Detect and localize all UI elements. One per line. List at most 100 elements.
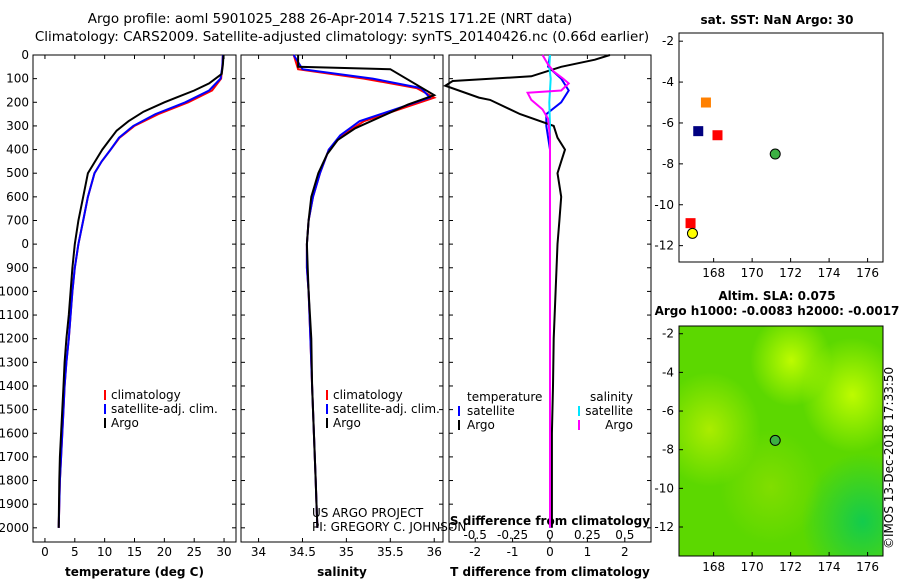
legend-title: temperature bbox=[467, 390, 542, 404]
x-tick-label: 176 bbox=[856, 560, 879, 574]
sla-field-patch bbox=[679, 326, 883, 556]
climatology-marker bbox=[712, 130, 723, 141]
y-tick-label: -4 bbox=[662, 365, 674, 379]
y-tick-label: -12 bbox=[654, 239, 674, 253]
x-tick-label: 34.5 bbox=[289, 545, 316, 559]
x-axis-label: temperature (deg C) bbox=[65, 565, 204, 579]
y-tick-label: 600 bbox=[6, 190, 29, 204]
figure-title-line2: Climatology: CARS2009. Satellite-adjuste… bbox=[35, 29, 649, 45]
y-tick-label: -10 bbox=[654, 481, 674, 495]
salinity-panel: 34 34.5 35 35.5 36 salinity climatologysatelli… bbox=[240, 54, 444, 579]
legend-label: climatology bbox=[333, 388, 403, 402]
map-title-line1: Altim. SLA: 0.075 bbox=[718, 289, 835, 303]
x-tick-label: 0 bbox=[546, 545, 554, 559]
y-tick-label: 1000 bbox=[0, 284, 29, 298]
x-tick-label: 10 bbox=[97, 545, 112, 559]
x-tick-label: 5 bbox=[71, 545, 79, 559]
x-tick-label: 176 bbox=[856, 266, 879, 280]
climatology-marker bbox=[700, 97, 711, 108]
x-tick-label: 170 bbox=[741, 560, 764, 574]
map-frame bbox=[678, 32, 884, 263]
y-tick-label: 300 bbox=[6, 119, 29, 133]
y-tick-label: 500 bbox=[6, 166, 29, 180]
temperature-panel: 0100200300400500600700090010001100120013… bbox=[0, 48, 237, 579]
x-tick-label: 172 bbox=[779, 560, 802, 574]
legend-label: satellite bbox=[467, 404, 515, 418]
x-tick-label: 15 bbox=[127, 545, 142, 559]
y-tick-label: 2000 bbox=[0, 521, 29, 535]
x-tick-label: 174 bbox=[818, 266, 841, 280]
y-tick-label: -2 bbox=[662, 34, 674, 48]
plot-frame bbox=[32, 54, 237, 543]
x-tick-label: 168 bbox=[702, 560, 725, 574]
x-tick-label: -2 bbox=[469, 545, 481, 559]
legend-label: satellite bbox=[585, 404, 633, 418]
figure-title-line1: Argo profile: aoml 5901025_288 26-Apr-20… bbox=[88, 11, 573, 27]
sla-map-panel: 168 170 172 174 176 -2 -4 -6 -8 -10 -12 Altim. SLA:… bbox=[654, 289, 899, 574]
x-tick-label: 0 bbox=[41, 545, 49, 559]
y-tick-label: 0 bbox=[21, 237, 29, 251]
location-marker bbox=[769, 148, 781, 160]
series-line bbox=[526, 54, 571, 528]
x-tick-label: 170 bbox=[741, 266, 764, 280]
difference-panel: -2 -1 0 1 2 T difference from climatology -0.5… bbox=[443, 54, 652, 579]
plot-frame bbox=[240, 54, 444, 543]
location-marker bbox=[769, 434, 781, 446]
y-tick-label: -8 bbox=[662, 443, 674, 457]
x-tick-label: 35 bbox=[339, 545, 354, 559]
y-tick-label: 200 bbox=[6, 95, 29, 109]
x-tick-label: 34 bbox=[251, 545, 266, 559]
y-tick-label: -4 bbox=[662, 75, 674, 89]
legend-label: satellite-adj. clim. bbox=[111, 402, 218, 416]
x-tick-label: 20 bbox=[157, 545, 172, 559]
legend-label: Argo bbox=[111, 416, 139, 430]
x-tick-label: 174 bbox=[818, 560, 841, 574]
y-tick-label: 1400 bbox=[0, 379, 29, 393]
y-tick-label: 1200 bbox=[0, 332, 29, 346]
climatology-marker bbox=[685, 218, 696, 229]
y-tick-label: 1700 bbox=[0, 450, 29, 464]
legend-label: Argo bbox=[605, 418, 633, 432]
map-title: sat. SST: NaN Argo: 30 bbox=[700, 13, 853, 27]
y-tick-label: -2 bbox=[662, 327, 674, 341]
y-tick-label: 900 bbox=[6, 261, 29, 275]
legend-label: Argo bbox=[333, 416, 361, 430]
series-line bbox=[57, 54, 225, 528]
top-x-tick-label: -0.5 bbox=[463, 528, 486, 542]
y-tick-label: 400 bbox=[6, 143, 29, 157]
y-tick-label: 0 bbox=[21, 48, 29, 62]
top-x-tick-label: 0 bbox=[546, 528, 554, 542]
y-tick-label: 1300 bbox=[0, 355, 29, 369]
pi-note: PI: GREGORY C. JOHNSON bbox=[312, 520, 466, 534]
y-tick-label: 1500 bbox=[0, 403, 29, 417]
sst-map-panel: 168 170 172 174 176 -2 -4 -6 -8 -10 -12 sat. SST: N… bbox=[654, 13, 884, 280]
x-tick-label: 25 bbox=[187, 545, 202, 559]
series-line bbox=[57, 54, 224, 528]
y-tick-label: 1900 bbox=[0, 497, 29, 511]
x-axis-label: salinity bbox=[317, 565, 367, 579]
series-line bbox=[57, 54, 224, 528]
legend-label: satellite-adj. clim. bbox=[333, 402, 440, 416]
x-tick-label: 1 bbox=[584, 545, 592, 559]
x-tick-label: -1 bbox=[507, 545, 519, 559]
x-axis-label: T difference from climatology bbox=[450, 565, 650, 579]
x-tick-label: 2 bbox=[621, 545, 629, 559]
y-tick-label: -12 bbox=[654, 520, 674, 534]
x-tick-label: 35.5 bbox=[377, 545, 404, 559]
y-tick-label: 1100 bbox=[0, 308, 29, 322]
map-title-line2: Argo h1000: -0.0083 h2000: -0.0017 bbox=[655, 304, 900, 318]
x-tick-label: 36 bbox=[427, 545, 442, 559]
y-tick-label: -6 bbox=[662, 116, 674, 130]
series-line bbox=[297, 55, 437, 528]
y-tick-label: -6 bbox=[662, 404, 674, 418]
y-tick-label: -10 bbox=[654, 198, 674, 212]
imos-credit: ©IMOS 13-Dec-2018 17:33:50 bbox=[882, 367, 896, 549]
climatology-marker bbox=[693, 126, 704, 137]
y-tick-label: 1800 bbox=[0, 474, 29, 488]
location-marker bbox=[686, 227, 698, 239]
y-tick-label: 1600 bbox=[0, 426, 29, 440]
top-x-tick-label: -0.25 bbox=[497, 528, 528, 542]
legend-label: climatology bbox=[111, 388, 181, 402]
project-note: US ARGO PROJECT bbox=[312, 506, 424, 520]
